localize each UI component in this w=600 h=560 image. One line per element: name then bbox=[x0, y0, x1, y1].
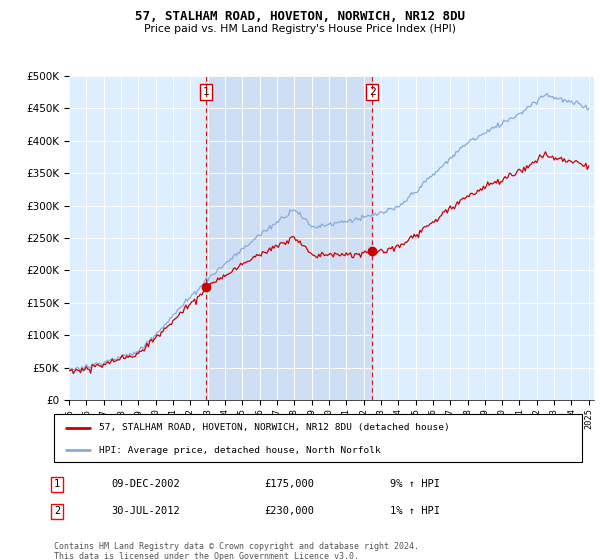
Text: 2: 2 bbox=[369, 87, 376, 97]
Text: £175,000: £175,000 bbox=[264, 479, 314, 489]
Text: Price paid vs. HM Land Registry's House Price Index (HPI): Price paid vs. HM Land Registry's House … bbox=[144, 24, 456, 34]
Text: 57, STALHAM ROAD, HOVETON, NORWICH, NR12 8DU: 57, STALHAM ROAD, HOVETON, NORWICH, NR12… bbox=[135, 10, 465, 22]
Text: 1% ↑ HPI: 1% ↑ HPI bbox=[390, 506, 440, 516]
Bar bbox=[206, 76, 372, 400]
Text: 09-DEC-2002: 09-DEC-2002 bbox=[111, 479, 180, 489]
Text: Contains HM Land Registry data © Crown copyright and database right 2024.
This d: Contains HM Land Registry data © Crown c… bbox=[54, 542, 419, 560]
Text: 30-JUL-2012: 30-JUL-2012 bbox=[111, 506, 180, 516]
Text: 1: 1 bbox=[54, 479, 60, 489]
Text: 1: 1 bbox=[203, 87, 209, 97]
Text: 2: 2 bbox=[54, 506, 60, 516]
Text: HPI: Average price, detached house, North Norfolk: HPI: Average price, detached house, Nort… bbox=[99, 446, 380, 455]
FancyBboxPatch shape bbox=[54, 414, 582, 462]
Text: 9% ↑ HPI: 9% ↑ HPI bbox=[390, 479, 440, 489]
Text: 57, STALHAM ROAD, HOVETON, NORWICH, NR12 8DU (detached house): 57, STALHAM ROAD, HOVETON, NORWICH, NR12… bbox=[99, 423, 449, 432]
Text: £230,000: £230,000 bbox=[264, 506, 314, 516]
